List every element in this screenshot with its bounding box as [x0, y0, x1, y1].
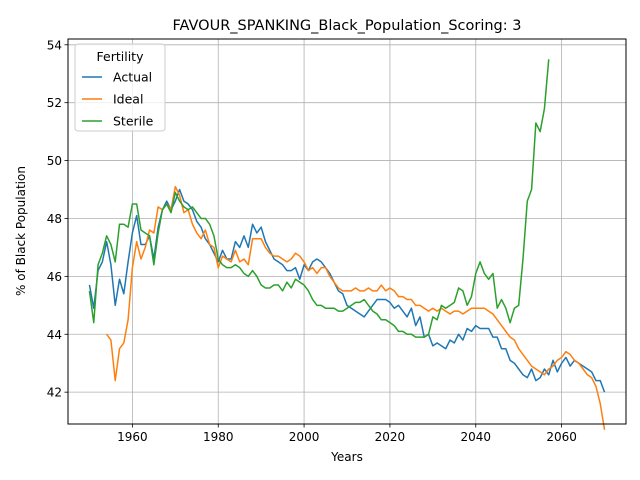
legend-label-sterile: Sterile: [113, 114, 154, 129]
x-tick-label: 1980: [203, 430, 234, 444]
legend: Fertility Actual Ideal Sterile: [74, 43, 166, 132]
legend-label-ideal: Ideal: [113, 92, 143, 107]
x-axis-ticks: 1960 1980 2000 2020 2040 2060: [117, 424, 577, 444]
x-tick-label: 1960: [117, 430, 148, 444]
y-tick-label: 44: [47, 328, 62, 342]
legend-label-actual: Actual: [113, 70, 152, 85]
legend-title: Fertility: [97, 49, 145, 64]
x-tick-label: 2060: [546, 430, 577, 444]
series-line-sterile: [88, 59, 550, 338]
x-tick-label: 2040: [460, 430, 491, 444]
y-tick-label: 48: [47, 212, 62, 226]
y-tick-label: 50: [47, 154, 62, 168]
y-tick-label: 42: [47, 386, 62, 400]
y-tick-label: 52: [47, 96, 62, 110]
series-line-ideal: [106, 185, 606, 430]
chart-title: FAVOUR_SPANKING_Black_Population_Scoring…: [173, 18, 522, 34]
x-tick-label: 2000: [289, 430, 320, 444]
series-lines: [88, 59, 606, 430]
y-axis-ticks: 42 44 46 48 50 52 54: [47, 38, 68, 400]
x-axis-label: Years: [330, 450, 363, 464]
y-axis-label: % of Black Population: [14, 166, 28, 296]
y-tick-label: 46: [47, 270, 62, 284]
plot-frame: [67, 38, 627, 425]
series-line-actual: [88, 188, 606, 393]
y-tick-label: 54: [47, 38, 62, 52]
legend-box: [74, 43, 166, 132]
x-tick-label: 2020: [375, 430, 406, 444]
